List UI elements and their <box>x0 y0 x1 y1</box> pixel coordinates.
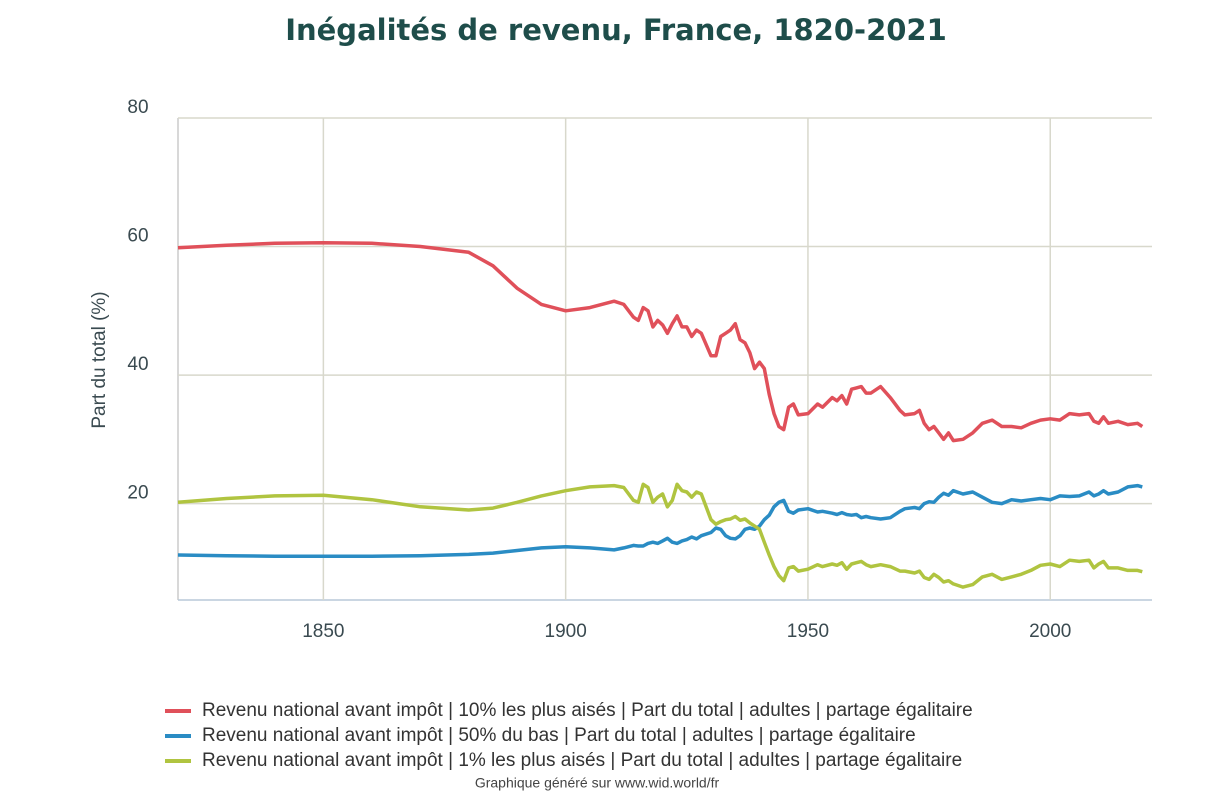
x-tick-label: 2000 <box>1029 621 1071 642</box>
chart-title: Inégalités de revenu, France, 1820-2021 <box>285 13 947 47</box>
footer: Graphique généré sur www.wid.world/fr <box>475 775 720 791</box>
x-tick-label: 1900 <box>545 621 587 642</box>
legend-label: Revenu national avant impôt | 50% du bas… <box>202 725 916 746</box>
y-tick-label: 80 <box>127 97 148 118</box>
x-tick-label: 1850 <box>302 621 344 642</box>
legend-label: Revenu national avant impôt | 1% les plu… <box>202 750 962 771</box>
y-tick-label: 20 <box>127 483 148 504</box>
y-tick-label: 40 <box>127 354 148 375</box>
x-tick-label: 1950 <box>787 621 829 642</box>
y-axis-label: Part du total (%) <box>89 291 110 428</box>
y-tick-label: 60 <box>127 226 148 247</box>
legend-label: Revenu national avant impôt | 10% les pl… <box>202 700 973 721</box>
